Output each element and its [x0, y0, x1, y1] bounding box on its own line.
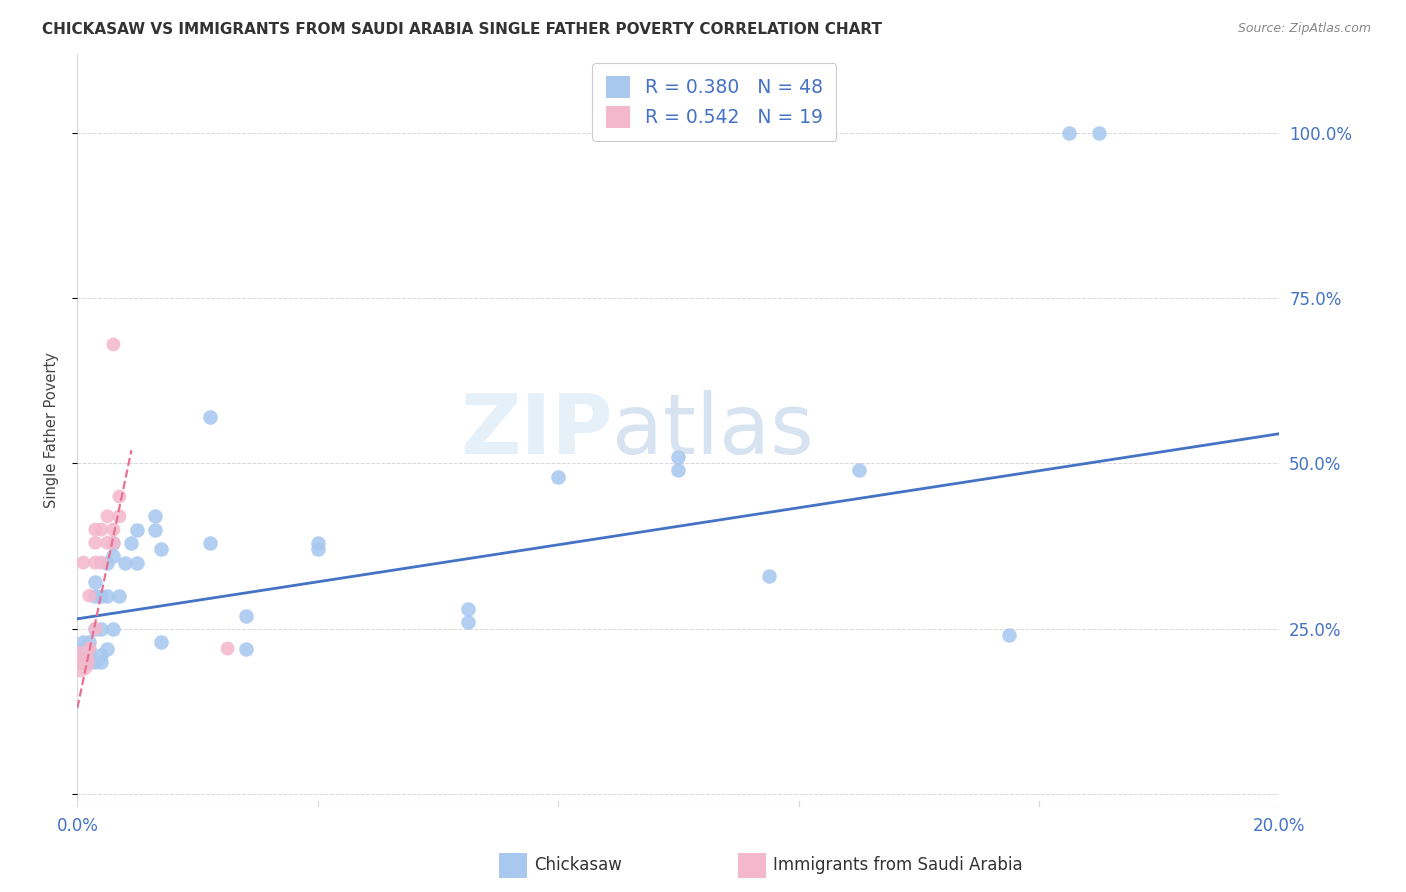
Text: Immigrants from Saudi Arabia: Immigrants from Saudi Arabia — [773, 856, 1024, 874]
Point — [96, 509, 118, 524]
Legend:  R = 0.380   N = 48,  R = 0.542   N = 19: R = 0.380 N = 48, R = 0.542 N = 19 — [592, 63, 837, 141]
Point — [84, 575, 107, 590]
Point — [72, 556, 94, 570]
Point — [108, 589, 131, 603]
Point — [96, 589, 118, 603]
Point — [84, 556, 107, 570]
Point — [127, 556, 149, 570]
Point — [72, 641, 94, 656]
Point — [547, 469, 569, 483]
Point — [79, 641, 101, 656]
Point — [84, 622, 107, 636]
Point — [84, 589, 107, 603]
Point — [84, 655, 107, 669]
Point — [150, 635, 173, 649]
Point — [84, 622, 107, 636]
Point — [198, 410, 221, 425]
Point — [79, 655, 101, 669]
Point — [103, 549, 125, 563]
Point — [90, 523, 112, 537]
Y-axis label: Single Father Poverty: Single Father Poverty — [44, 352, 59, 508]
Point — [145, 509, 167, 524]
Point — [84, 536, 107, 550]
Point — [72, 635, 94, 649]
Point — [72, 648, 94, 663]
Point — [79, 641, 101, 656]
Point — [198, 536, 221, 550]
Point — [90, 648, 112, 663]
Point — [90, 556, 112, 570]
Point — [103, 523, 125, 537]
Point — [1088, 126, 1111, 140]
Point — [145, 523, 167, 537]
Point — [90, 622, 112, 636]
Point — [235, 641, 257, 656]
Point — [1057, 126, 1080, 140]
Point — [457, 602, 479, 616]
Point — [668, 463, 690, 477]
Text: Source: ZipAtlas.com: Source: ZipAtlas.com — [1237, 22, 1371, 36]
Point — [108, 509, 131, 524]
Point — [79, 648, 101, 663]
Point — [90, 655, 112, 669]
Point — [79, 589, 101, 603]
Point — [307, 542, 329, 557]
Point — [217, 641, 239, 656]
Point — [998, 628, 1021, 642]
Point — [72, 655, 94, 669]
Text: ZIP: ZIP — [460, 390, 612, 471]
Point — [67, 655, 90, 669]
Point — [103, 622, 125, 636]
Text: CHICKASAW VS IMMIGRANTS FROM SAUDI ARABIA SINGLE FATHER POVERTY CORRELATION CHAR: CHICKASAW VS IMMIGRANTS FROM SAUDI ARABI… — [42, 22, 882, 37]
Point — [103, 337, 125, 351]
Point — [96, 536, 118, 550]
Point — [127, 523, 149, 537]
Point — [103, 536, 125, 550]
Point — [457, 615, 479, 629]
Point — [72, 655, 94, 669]
Point — [758, 569, 780, 583]
Text: Chickasaw: Chickasaw — [534, 856, 621, 874]
Point — [848, 463, 870, 477]
Point — [108, 490, 131, 504]
Point — [235, 608, 257, 623]
Point — [307, 536, 329, 550]
Point — [120, 536, 142, 550]
Point — [668, 450, 690, 464]
Point — [96, 641, 118, 656]
Text: atlas: atlas — [612, 390, 814, 471]
Point — [84, 523, 107, 537]
Point — [79, 635, 101, 649]
Point — [114, 556, 136, 570]
Point — [96, 556, 118, 570]
Point — [103, 536, 125, 550]
Point — [150, 542, 173, 557]
Point — [69, 655, 91, 669]
Point — [90, 589, 112, 603]
